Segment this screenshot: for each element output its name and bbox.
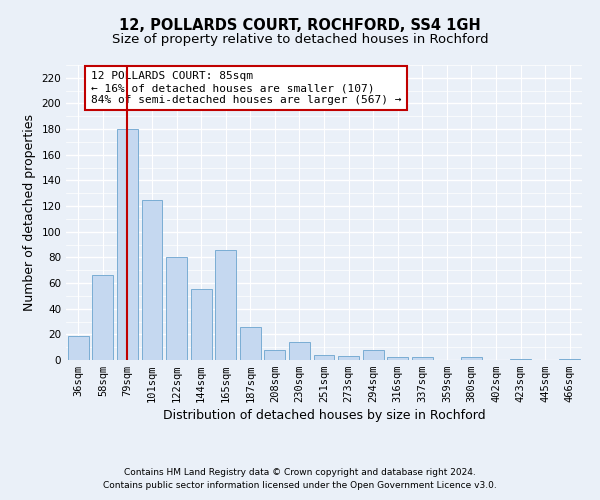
Bar — [142, 200, 163, 360]
Text: 12, POLLARDS COURT, ROCHFORD, SS4 1GH: 12, POLLARDS COURT, ROCHFORD, SS4 1GH — [119, 18, 481, 32]
Bar — [559, 358, 580, 360]
Bar — [191, 290, 212, 360]
Text: Size of property relative to detached houses in Rochford: Size of property relative to detached ho… — [112, 32, 488, 46]
Bar — [68, 336, 89, 360]
Bar — [338, 356, 359, 360]
Text: 12 POLLARDS COURT: 85sqm
← 16% of detached houses are smaller (107)
84% of semi-: 12 POLLARDS COURT: 85sqm ← 16% of detach… — [91, 72, 401, 104]
Text: Contains HM Land Registry data © Crown copyright and database right 2024.: Contains HM Land Registry data © Crown c… — [124, 468, 476, 477]
Bar — [215, 250, 236, 360]
Bar — [265, 350, 286, 360]
Bar — [117, 129, 138, 360]
Bar — [92, 276, 113, 360]
Bar — [387, 358, 408, 360]
Y-axis label: Number of detached properties: Number of detached properties — [23, 114, 36, 311]
Bar — [289, 342, 310, 360]
Bar — [510, 358, 531, 360]
Bar — [314, 355, 334, 360]
Text: Contains public sector information licensed under the Open Government Licence v3: Contains public sector information licen… — [103, 482, 497, 490]
Bar — [362, 350, 383, 360]
Bar — [461, 358, 482, 360]
Bar — [240, 326, 261, 360]
Bar — [166, 258, 187, 360]
Bar — [412, 358, 433, 360]
X-axis label: Distribution of detached houses by size in Rochford: Distribution of detached houses by size … — [163, 410, 485, 422]
